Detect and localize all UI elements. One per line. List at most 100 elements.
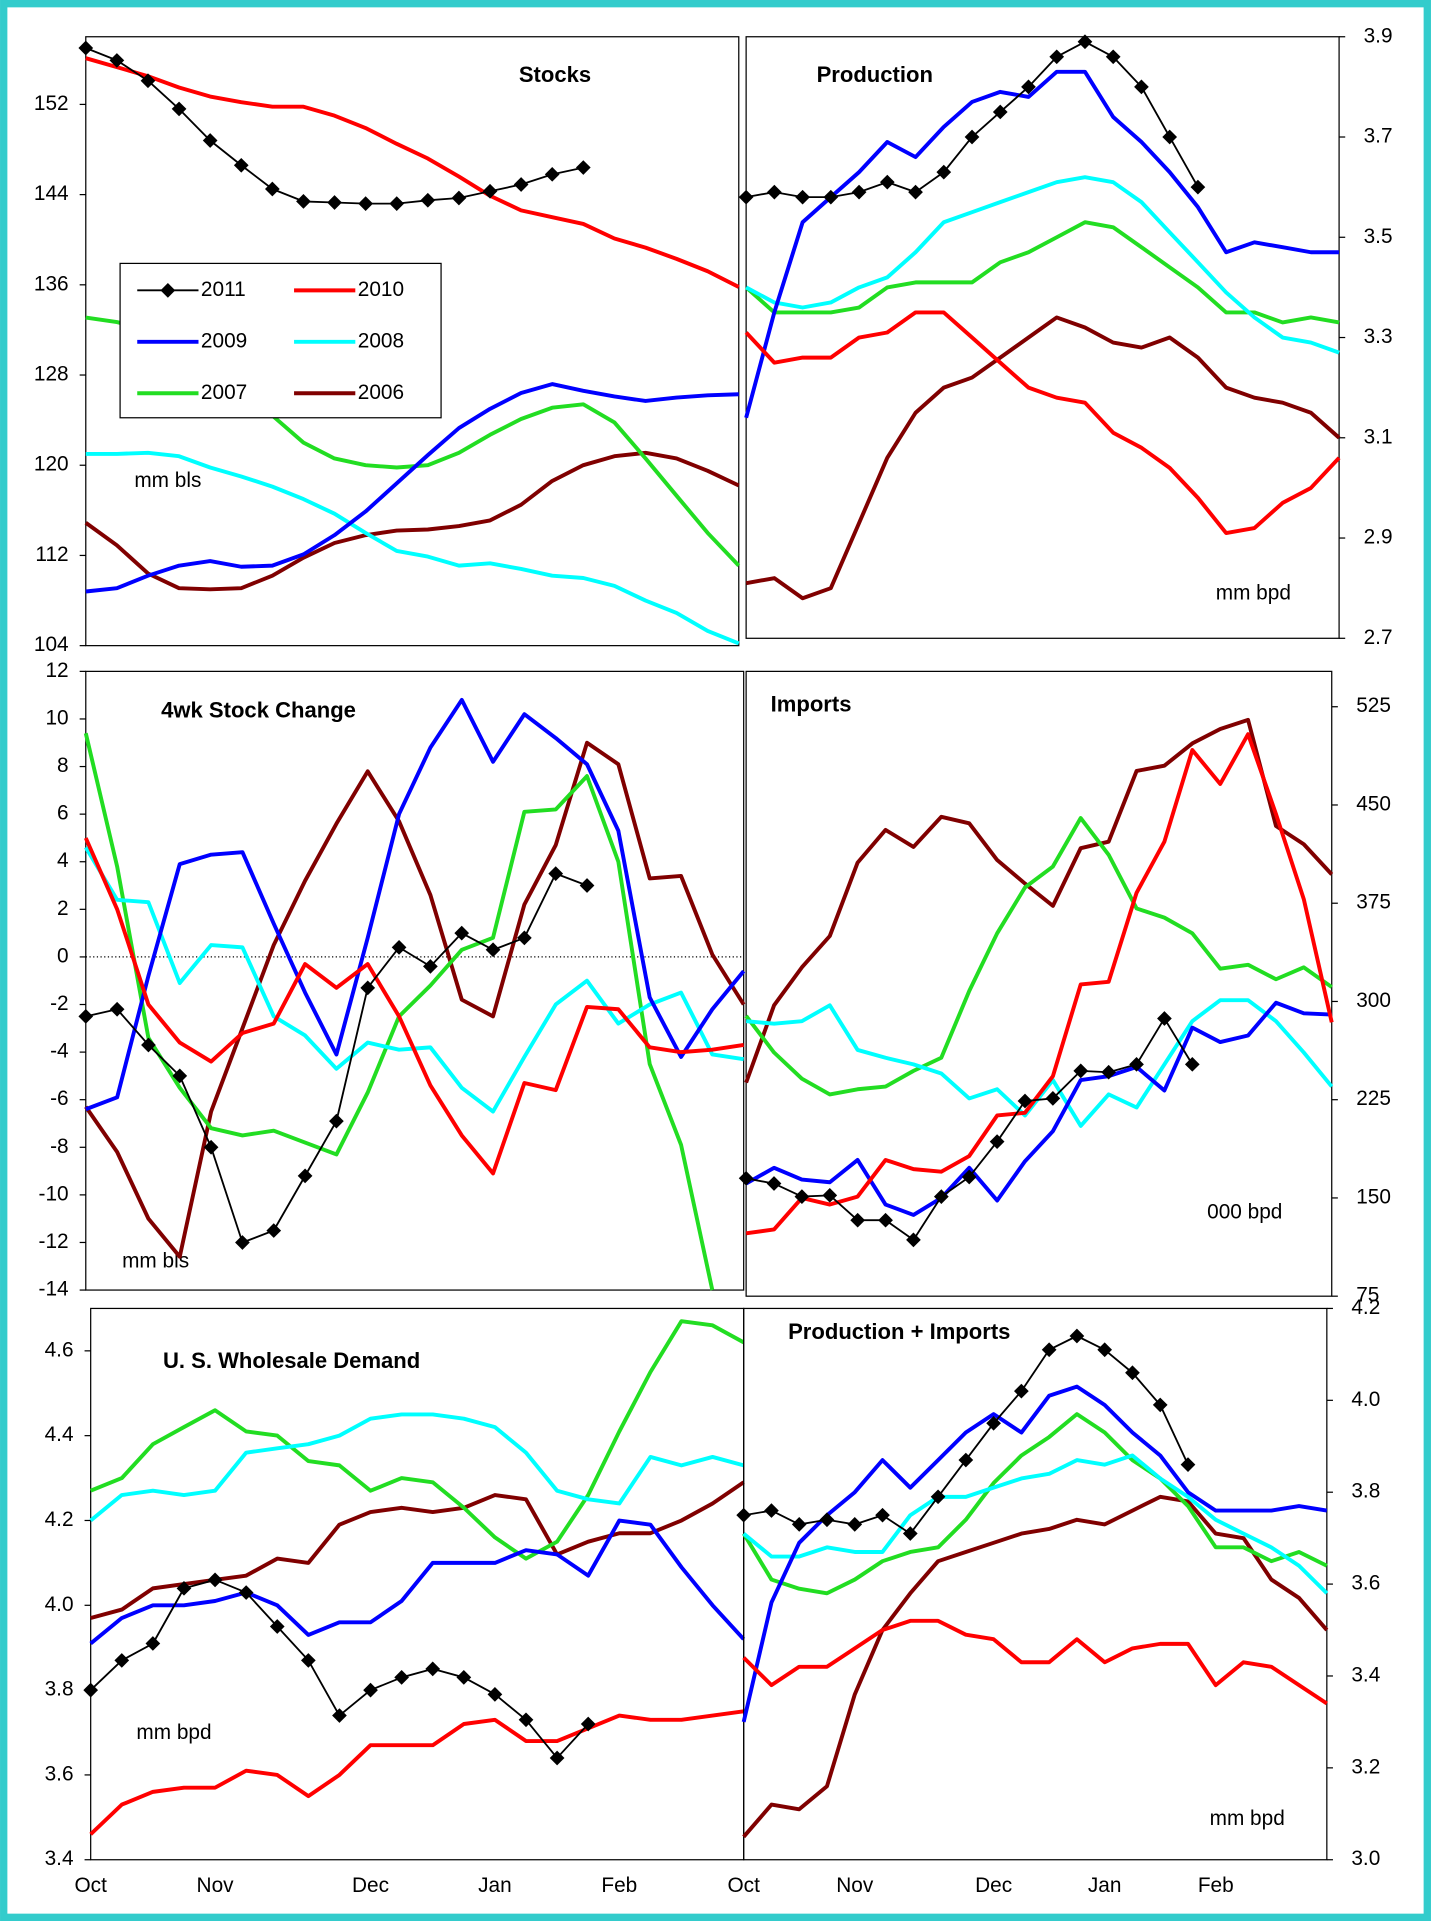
- marker: [266, 1223, 282, 1238]
- y-tick-label: 10: [45, 706, 68, 729]
- series-line: [83, 837, 744, 1176]
- y-tick-label: 3.6: [1351, 1572, 1380, 1595]
- marker: [296, 194, 311, 209]
- series-line: [745, 175, 1340, 355]
- marker: [819, 1512, 835, 1528]
- marker: [207, 1572, 223, 1588]
- marker: [425, 1661, 441, 1677]
- y-tick-label: 3.6: [45, 1762, 74, 1785]
- marker: [235, 1235, 250, 1250]
- y-tick-label: 3.4: [1351, 1663, 1380, 1686]
- panel-title: 4wk Stock Change: [161, 698, 356, 723]
- y-tick-label: 4.6: [45, 1338, 74, 1361]
- series-line: [744, 69, 1340, 419]
- marker: [265, 181, 280, 197]
- marker: [989, 1134, 1005, 1149]
- series-line: [744, 816, 1333, 1097]
- marker: [114, 1653, 130, 1668]
- y-tick-label: 144: [34, 182, 69, 205]
- y-tick-label: 450: [1356, 792, 1391, 815]
- y-tick-label: 152: [34, 92, 69, 115]
- marker: [1097, 1342, 1113, 1358]
- series-line: [84, 450, 740, 592]
- y-tick-label: -6: [50, 1087, 69, 1110]
- marker: [767, 184, 782, 200]
- marker: [358, 196, 373, 211]
- marker: [1017, 1093, 1033, 1109]
- marker: [795, 189, 810, 205]
- marker: [297, 1168, 313, 1184]
- series-line: [742, 1453, 1329, 1595]
- series-line: [744, 310, 1341, 536]
- y-tick-label: 3.0: [1351, 1847, 1380, 1870]
- marker: [1162, 129, 1178, 145]
- marker: [1073, 1063, 1089, 1079]
- unit-label: 000 bpd: [1207, 1200, 1282, 1223]
- series-line: [89, 1412, 745, 1523]
- marker: [580, 1716, 596, 1732]
- y-tick-label: 104: [34, 633, 69, 656]
- y-tick-label: 225: [1356, 1087, 1391, 1110]
- marker: [936, 164, 952, 180]
- y-tick-label: 0: [57, 944, 69, 967]
- marker: [736, 1507, 752, 1523]
- y-tick-label: 3.9: [1364, 24, 1393, 47]
- marker: [961, 1169, 977, 1185]
- marker: [233, 157, 249, 173]
- marker: [1152, 1397, 1168, 1413]
- marker: [391, 940, 407, 955]
- series-line: [744, 220, 1340, 325]
- x-tick-label: Feb: [1198, 1874, 1234, 1897]
- y-tick-label: 2: [57, 897, 69, 920]
- marker: [851, 184, 867, 200]
- series-line: [745, 732, 1334, 1236]
- marker: [363, 1682, 378, 1698]
- marker: [930, 1489, 946, 1505]
- legend-label: 2011: [201, 278, 246, 301]
- y-tick-label: 136: [34, 272, 69, 295]
- marker: [332, 1708, 347, 1723]
- plot-frame: [85, 670, 745, 1291]
- y-tick-label: 3.8: [1351, 1480, 1380, 1503]
- series-line: [744, 717, 1334, 1084]
- marker: [203, 1139, 219, 1155]
- y-tick-label: 12: [45, 659, 68, 682]
- legend-label: 2010: [358, 278, 404, 301]
- series-line: [85, 382, 739, 594]
- marker: [986, 1415, 1001, 1431]
- x-tick-label: Dec: [975, 1874, 1012, 1897]
- legend-label: 2007: [201, 381, 247, 404]
- marker: [389, 196, 405, 211]
- unit-label: mm bls: [122, 1249, 189, 1272]
- marker: [172, 1068, 188, 1084]
- marker: [575, 160, 591, 175]
- marker: [83, 1682, 99, 1698]
- y-tick-label: 3.4: [45, 1847, 74, 1870]
- x-tick-label: Oct: [727, 1874, 760, 1897]
- marker: [171, 101, 187, 117]
- marker: [518, 1712, 534, 1728]
- marker: [109, 1001, 125, 1017]
- y-tick-label: -2: [50, 992, 69, 1015]
- marker: [1134, 79, 1149, 95]
- marker: [140, 73, 156, 89]
- marker: [794, 1189, 810, 1204]
- y-tick-label: -14: [39, 1278, 69, 1301]
- plot-frame: [745, 670, 1333, 1297]
- unit-label: mm bls: [134, 469, 201, 492]
- y-tick-label: 4: [57, 849, 69, 872]
- marker: [1105, 49, 1121, 65]
- marker: [908, 184, 923, 200]
- y-tick-label: 2.9: [1364, 526, 1393, 549]
- y-tick-label: -12: [39, 1230, 69, 1253]
- series-line: [745, 1000, 1332, 1217]
- x-tick-label: Jan: [478, 1874, 512, 1897]
- y-tick-label: -4: [50, 1040, 69, 1063]
- x-tick-label: Dec: [352, 1874, 389, 1897]
- y-tick-label: 3.7: [1364, 125, 1393, 148]
- marker: [1180, 1457, 1196, 1472]
- unit-label: mm bpd: [1216, 582, 1291, 605]
- marker: [1014, 1383, 1029, 1399]
- plot-frame: [85, 36, 740, 647]
- legend-label: 2009: [201, 329, 247, 352]
